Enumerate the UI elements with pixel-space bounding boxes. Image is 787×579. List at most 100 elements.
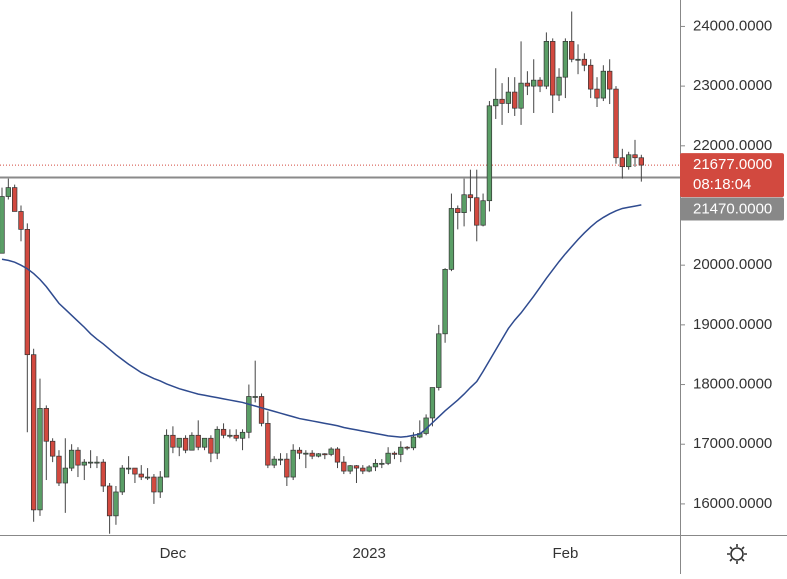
candle-body — [372, 462, 379, 468]
candle-body — [37, 408, 43, 511]
candle-body — [113, 491, 119, 517]
y-tick-label: 24000.0000 — [693, 17, 772, 34]
candle-body — [31, 354, 37, 511]
candle-body — [379, 462, 385, 465]
candle-body — [632, 154, 638, 159]
candle-body — [56, 455, 62, 484]
candle-body — [208, 437, 214, 454]
candle-body — [575, 58, 581, 61]
candle-body — [347, 465, 353, 472]
price-tag — [680, 153, 784, 198]
price-tag-label: 21677.0000 — [693, 156, 772, 173]
candle-body — [144, 476, 151, 479]
x-tick-label: Dec — [160, 545, 187, 562]
candle-body — [24, 229, 30, 356]
candle-body — [512, 91, 518, 109]
candle-body — [258, 396, 265, 424]
candle-body — [220, 428, 227, 436]
candle-body — [68, 449, 75, 469]
candle-body — [252, 396, 258, 398]
level-tag-label: 21470.0000 — [693, 200, 772, 217]
settings-icon[interactable] — [727, 544, 747, 564]
candle-body — [94, 461, 100, 464]
candle-body — [322, 453, 328, 456]
candle-body — [569, 41, 575, 60]
candle-body — [638, 157, 644, 166]
candle-body — [315, 453, 322, 457]
candle-body — [600, 70, 606, 99]
candle-body — [151, 476, 157, 493]
y-tick-label: 18000.0000 — [693, 376, 772, 393]
candle-body — [157, 476, 163, 493]
candle-body — [182, 437, 189, 451]
candle-body — [132, 467, 138, 475]
candle-body — [309, 452, 315, 457]
candle-body — [176, 437, 182, 448]
candle-body — [125, 467, 132, 470]
candle-body — [499, 98, 505, 104]
candle-body — [296, 449, 303, 454]
candle-body — [87, 461, 94, 464]
candle-body — [271, 458, 277, 466]
candle-body — [189, 434, 195, 451]
y-tick-label: 19000.0000 — [693, 316, 772, 333]
y-tick-label: 23000.0000 — [693, 77, 772, 94]
y-tick-label: 16000.0000 — [693, 495, 772, 512]
candle-body — [195, 434, 201, 448]
candle-body — [18, 211, 24, 230]
candle-body — [75, 449, 81, 466]
candle-body — [588, 64, 594, 90]
settings-icon-rays[interactable] — [727, 544, 747, 564]
candle-body — [391, 452, 398, 455]
candle-body — [423, 417, 429, 434]
y-tick-label: 17000.0000 — [693, 435, 772, 452]
candle-body — [290, 449, 296, 478]
candle-body — [607, 70, 613, 90]
candle-body — [233, 434, 239, 439]
candle-body — [562, 41, 569, 78]
candle-body — [170, 434, 176, 448]
candle-body — [334, 448, 341, 463]
x-tick-label: Feb — [552, 545, 578, 562]
candle-body — [436, 333, 442, 388]
candle-body — [448, 208, 455, 270]
candle-body — [486, 105, 493, 202]
candle-body — [480, 200, 486, 226]
candle-body — [581, 58, 588, 66]
candle-body — [201, 437, 208, 448]
candle-body — [626, 154, 632, 168]
candle-body — [537, 79, 543, 87]
candle-body — [119, 467, 125, 493]
candle-body — [550, 41, 556, 96]
candle-body — [619, 157, 625, 168]
candle-body — [303, 452, 309, 455]
candle-body — [461, 194, 467, 214]
candle-body — [341, 461, 347, 472]
candle-body — [106, 485, 113, 517]
candle-body — [385, 452, 391, 464]
level-tag — [680, 197, 784, 221]
candle-body — [442, 269, 448, 335]
candle-body — [467, 194, 474, 199]
candle-body — [227, 434, 233, 437]
candle-body — [594, 88, 600, 99]
candle-body — [556, 76, 562, 96]
candle-body — [277, 458, 284, 461]
candle-body — [531, 79, 537, 87]
candle-body — [474, 197, 480, 226]
y-tick-label: 20000.0000 — [693, 256, 772, 273]
candle-body — [404, 446, 410, 449]
candle-body — [505, 91, 512, 104]
candle-body — [246, 396, 252, 433]
candle-body — [239, 431, 246, 439]
candle-body — [543, 41, 550, 87]
moving-average — [1, 204, 642, 438]
settings-icon-core[interactable] — [730, 547, 744, 561]
candle-body — [455, 208, 461, 214]
candle-body — [353, 465, 360, 469]
candle-body — [398, 446, 404, 455]
candle-body — [524, 82, 531, 87]
candle-body — [284, 458, 290, 478]
candle-body — [613, 88, 619, 159]
